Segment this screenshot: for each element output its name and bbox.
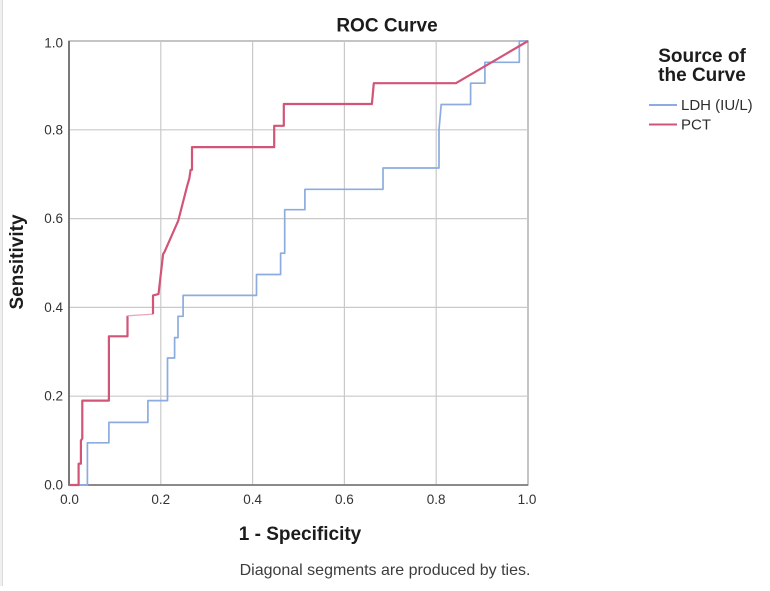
svg-text:0.2: 0.2 [151, 492, 170, 507]
svg-text:0.6: 0.6 [335, 492, 354, 507]
svg-text:0.4: 0.4 [243, 492, 262, 507]
svg-text:0.0: 0.0 [44, 478, 63, 493]
svg-text:PCT: PCT [681, 117, 711, 134]
svg-text:0.2: 0.2 [44, 389, 63, 404]
svg-text:Source of: Source of [658, 46, 746, 67]
svg-text:1 - Specificity: 1 - Specificity [239, 524, 362, 545]
svg-text:1.0: 1.0 [44, 36, 63, 51]
svg-text:0.8: 0.8 [44, 122, 63, 137]
svg-text:0.4: 0.4 [44, 300, 63, 315]
svg-text:0.8: 0.8 [427, 492, 446, 507]
svg-text:1.0: 1.0 [518, 492, 537, 507]
svg-text:the Curve: the Curve [658, 65, 746, 86]
svg-text:ROC Curve: ROC Curve [336, 16, 437, 37]
svg-text:Sensitivity: Sensitivity [7, 214, 28, 309]
svg-text:Diagonal segments are produced: Diagonal segments are produced by ties. [240, 562, 531, 579]
svg-text:LDH (IU/L): LDH (IU/L) [681, 97, 753, 114]
svg-text:0.0: 0.0 [60, 492, 79, 507]
svg-text:0.6: 0.6 [44, 211, 63, 226]
